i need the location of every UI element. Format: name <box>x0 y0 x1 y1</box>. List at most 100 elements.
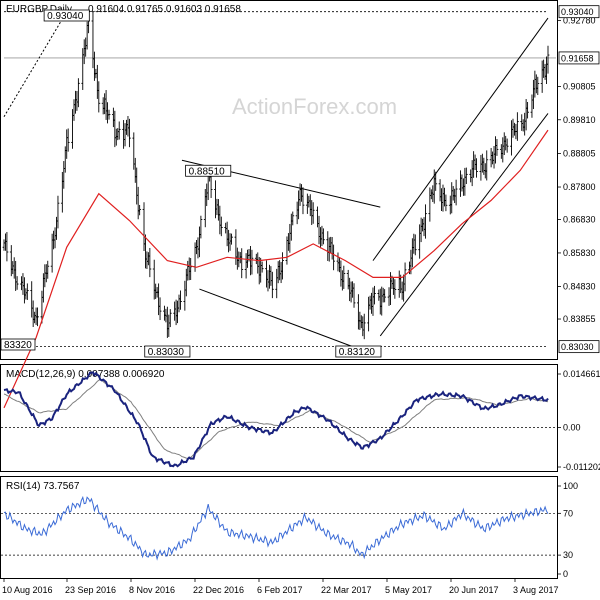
ohlc-bar <box>260 261 264 273</box>
price-annotation-box <box>43 9 90 22</box>
ohlc-bar <box>464 167 468 185</box>
ohlc-bar <box>240 248 244 279</box>
price-axis-tick-label: 0.89810 <box>563 115 596 125</box>
price-annotation-box <box>335 345 382 358</box>
ohlc-bar <box>454 179 458 206</box>
price-axis-tick-label: 0.85830 <box>563 248 596 258</box>
price-annotation: 0.88510 <box>185 164 232 177</box>
date-axis-label: 8 Nov 2016 <box>129 585 175 595</box>
macd-series-layer <box>1 371 557 468</box>
date-axis-label: 5 May 2017 <box>385 585 432 595</box>
ohlc-bar <box>495 138 499 156</box>
date-axis-label: 23 Sep 2016 <box>65 585 116 595</box>
price-annotation-label: 0.83120 <box>339 347 376 358</box>
ohlc-bar <box>485 150 489 181</box>
rsi-axis-tick-label: 0 <box>563 569 568 579</box>
rsi-panel-title: RSI(14) 73.7567 <box>6 481 80 492</box>
price-series-layer: 0.93040 0.88510 0.83030 0.83120 83320 <box>0 9 556 409</box>
ohlc-bar <box>403 262 407 292</box>
ohlc-bar <box>46 260 50 279</box>
price-axis-tick-label: 0.86830 <box>563 214 596 224</box>
ohlc-bar <box>311 202 315 224</box>
rsi-axis-tick-label: 30 <box>563 550 573 560</box>
ohlc-bar <box>148 247 152 278</box>
ohlc-bar <box>15 276 19 290</box>
ohlc-bar <box>526 101 529 119</box>
ohlc-bar <box>250 249 254 275</box>
rsi-line <box>3 495 549 561</box>
ohlc-bar <box>199 215 203 239</box>
ohlc-bar <box>179 290 182 310</box>
ohlc-bar <box>373 285 376 305</box>
date-axis-label: 10 Aug 2016 <box>2 585 53 595</box>
ohlc-bar <box>270 271 274 299</box>
ohlc-bar <box>117 121 121 140</box>
ohlc-bar <box>342 265 346 289</box>
ohlc-bar <box>413 234 417 256</box>
price-level-label: 0.83030 <box>561 342 594 352</box>
ohlc-bar <box>505 138 509 153</box>
price-annotation-label: 0.88510 <box>189 166 226 177</box>
ohlc-header: 0.91604 0.91765 0.91603 0.91658 <box>88 4 241 15</box>
ohlc-bar <box>25 283 29 300</box>
price-annotation: 0.83120 <box>335 345 382 358</box>
price-annotation-box <box>0 338 36 351</box>
ohlc-bar <box>97 81 101 113</box>
macd-line <box>3 371 549 468</box>
price-level-box <box>558 340 600 354</box>
ohlc-bar <box>291 211 295 226</box>
current-price-marker: 0.91658 <box>558 51 600 65</box>
price-annotation-box <box>185 164 232 177</box>
macd-axis-tick-label: 0.00 <box>563 422 581 432</box>
moving-average-line <box>3 129 549 409</box>
price-level-marker: 0.93040 <box>558 5 600 19</box>
price-annotation: 0.83030 <box>144 345 191 358</box>
ohlc-bar <box>321 228 325 245</box>
ohlc-bar <box>36 307 39 327</box>
price-annotation-box <box>144 345 191 358</box>
macd-signal-line <box>3 378 549 459</box>
date-axis-label: 6 Feb 2017 <box>257 585 303 595</box>
ohlc-bar <box>434 171 438 191</box>
price-axis-tick-label: 0.92780 <box>563 15 596 25</box>
price-level-box <box>558 5 600 19</box>
rsi-axis-tick-label: 100 <box>563 481 578 491</box>
ohlc-bar <box>515 112 519 141</box>
price-annotation-label: 0.93040 <box>47 11 84 22</box>
ohlc-bar <box>219 216 223 237</box>
ohlc-bar <box>168 309 172 328</box>
ohlc-bar <box>393 279 397 299</box>
price-level-label: 0.93040 <box>561 7 594 17</box>
trendline-4 <box>3 11 68 118</box>
price-axis-tick-label: 0.87800 <box>563 182 596 192</box>
price-level-marker: 0.83030 <box>558 340 600 354</box>
ohlc-bar <box>362 313 366 340</box>
macd-axis-tick-label: -0.011202 <box>563 462 600 472</box>
macd-panel-title: MACD(12,26,9) 0.007388 0.006920 <box>6 369 165 380</box>
ohlc-bar <box>138 204 142 216</box>
date-axis-label: 3 Aug 2017 <box>513 585 559 595</box>
ohlc-bar <box>301 187 305 215</box>
price-annotation: 0.93040 <box>43 9 90 22</box>
ohlc-bar <box>128 118 131 148</box>
ohlc-bar <box>158 297 162 321</box>
date-axis-label: 20 Jun 2017 <box>449 585 499 595</box>
ohlc-bar <box>281 252 284 280</box>
price-panel-title: EURGBP,Daily <box>6 4 72 15</box>
ohlc-bar <box>230 233 233 245</box>
price-level-label: 0.91658 <box>561 53 594 63</box>
ohlc-bar <box>546 45 550 74</box>
price-axis-tick-label: 0.88805 <box>563 148 596 158</box>
date-axis-label: 22 Mar 2017 <box>321 585 372 595</box>
rsi-axis-tick-label: 70 <box>563 508 573 518</box>
macd-panel-frame <box>0 364 558 472</box>
ohlc-bar <box>56 195 60 229</box>
rsi-panel-frame <box>0 476 558 579</box>
price-panel-frame <box>0 0 558 360</box>
ohlc-bar <box>76 78 80 108</box>
price-annotation-label: 0.83030 <box>148 347 185 358</box>
macd-axis-tick-label: 0.014661 <box>563 369 600 379</box>
price-axis-tick-label: 0.84830 <box>563 281 596 291</box>
